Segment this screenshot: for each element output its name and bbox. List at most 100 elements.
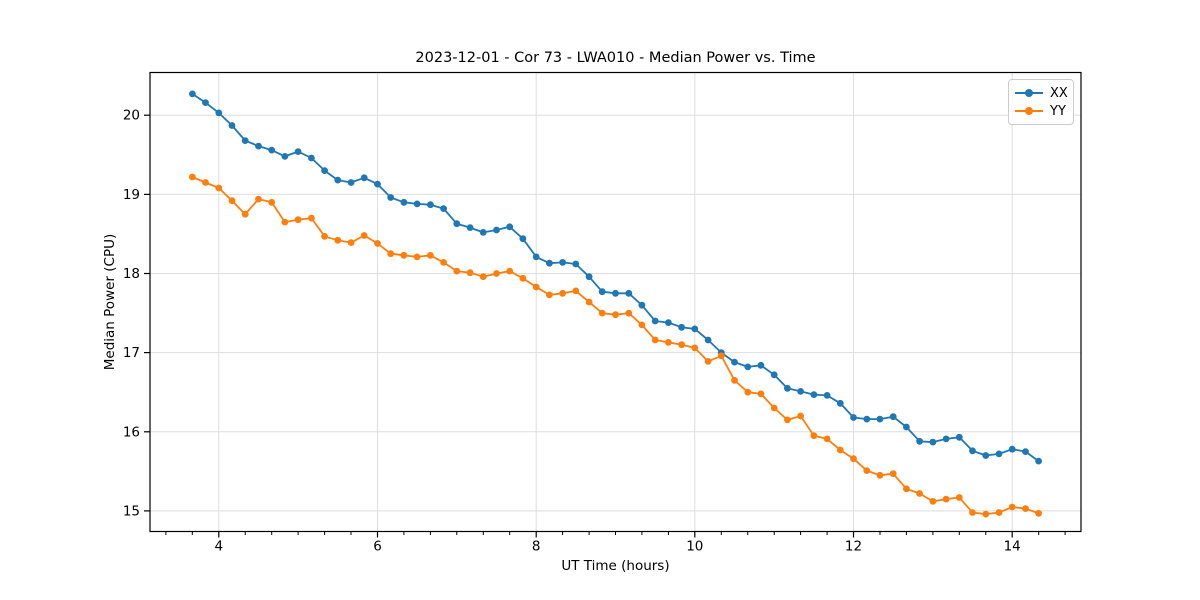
data-point-yy (717, 352, 725, 360)
data-point-yy (347, 239, 355, 247)
data-point-yy (255, 195, 262, 203)
data-point-xx (731, 358, 738, 366)
data-point-yy (308, 214, 315, 222)
data-point-yy (585, 298, 593, 306)
data-point-xx (995, 450, 1003, 458)
data-point-yy (612, 311, 619, 319)
data-point-yy (466, 269, 474, 277)
data-point-yy (942, 495, 950, 503)
series-line-xx (191, 93, 1040, 462)
data-point-xx (308, 154, 315, 162)
x-tick-label: 4 (215, 539, 224, 555)
data-point-xx (678, 323, 685, 331)
data-point-yy (784, 416, 791, 424)
data-point-xx (466, 224, 474, 232)
data-point-xx (427, 201, 434, 209)
data-point-yy (995, 509, 1003, 516)
data-point-yy (850, 455, 857, 463)
data-point-xx (810, 391, 818, 398)
data-point-yy (889, 470, 897, 478)
data-point-yy (823, 435, 831, 443)
y-tick-label: 15 (123, 503, 140, 519)
data-point-yy (532, 283, 540, 291)
y-tick-label: 17 (123, 345, 140, 361)
data-point-xx (850, 414, 857, 421)
data-point-yy (479, 273, 487, 281)
data-point-xx (625, 289, 633, 297)
chart-title: 2023-12-01 - Cor 73 - LWA010 - Median Po… (415, 50, 816, 66)
data-point-xx (704, 336, 712, 344)
data-point-xx (770, 371, 778, 379)
legend-label: XX (1050, 85, 1068, 101)
data-point-yy (969, 509, 976, 516)
data-point-xx (969, 447, 976, 455)
data-point-xx (784, 384, 791, 392)
data-point-yy (559, 289, 566, 297)
data-point-xx (744, 363, 752, 371)
data-point-yy (731, 376, 738, 384)
data-point-xx (374, 180, 381, 188)
data-point-yy (836, 446, 844, 454)
x-tick-label: 14 (1004, 539, 1021, 555)
data-point-yy (1035, 509, 1042, 517)
data-point-xx (189, 90, 196, 98)
x-tick-label: 8 (532, 539, 541, 555)
data-point-yy (281, 218, 289, 226)
data-point-yy (757, 390, 765, 398)
data-point-xx (797, 388, 804, 395)
data-point-yy (453, 267, 461, 275)
data-point-xx (982, 452, 990, 459)
x-tick-label: 10 (686, 539, 703, 555)
data-point-xx (1008, 445, 1016, 453)
data-point-yy (493, 270, 500, 277)
data-point-xx (651, 317, 659, 325)
data-point-xx (202, 99, 209, 106)
data-point-xx (453, 220, 461, 228)
data-point-yy (903, 485, 910, 493)
y-tick-label: 20 (123, 108, 140, 124)
data-point-yy (704, 358, 712, 365)
data-point-yy (665, 339, 672, 346)
data-point-xx (863, 415, 871, 423)
data-point-yy (1008, 503, 1016, 511)
data-point-yy (1022, 505, 1029, 512)
data-point-xx (929, 438, 937, 446)
x-tick-label: 6 (373, 539, 382, 555)
data-point-xx (255, 142, 262, 150)
data-point-yy (651, 336, 659, 344)
data-point-xx (691, 325, 699, 333)
data-point-yy (321, 232, 328, 240)
data-point-yy (638, 321, 646, 329)
data-point-xx (413, 200, 421, 208)
data-point-xx (281, 153, 289, 160)
x-axis-label: UT Time (hours) (561, 558, 670, 574)
data-point-xx (506, 223, 514, 231)
y-axis-label: Median Power (CPU) (102, 233, 118, 371)
data-point-yy (215, 184, 223, 192)
data-point-yy (334, 236, 342, 244)
legend-item-yy: YY (1015, 102, 1067, 120)
data-point-yy (982, 510, 990, 518)
data-point-xx (400, 198, 408, 206)
y-tick-label: 19 (123, 187, 140, 203)
data-point-xx (889, 413, 897, 421)
data-point-xx (241, 137, 249, 145)
legend: XX YY (1008, 79, 1074, 125)
data-point-yy (519, 274, 527, 282)
data-point-yy (189, 173, 196, 181)
data-point-xx (1035, 457, 1042, 465)
data-point-yy (770, 404, 778, 412)
data-point-yy (625, 309, 633, 317)
data-point-xx (612, 289, 619, 297)
data-point-yy (427, 251, 434, 259)
plot-border (149, 71, 1082, 533)
data-point-yy (228, 197, 236, 205)
data-point-xx (334, 176, 342, 184)
data-point-yy (929, 498, 937, 505)
data-point-yy (360, 232, 368, 239)
data-point-yy (863, 467, 871, 474)
data-point-xx (321, 167, 328, 175)
data-point-xx (903, 423, 910, 431)
data-point-xx (493, 226, 500, 234)
